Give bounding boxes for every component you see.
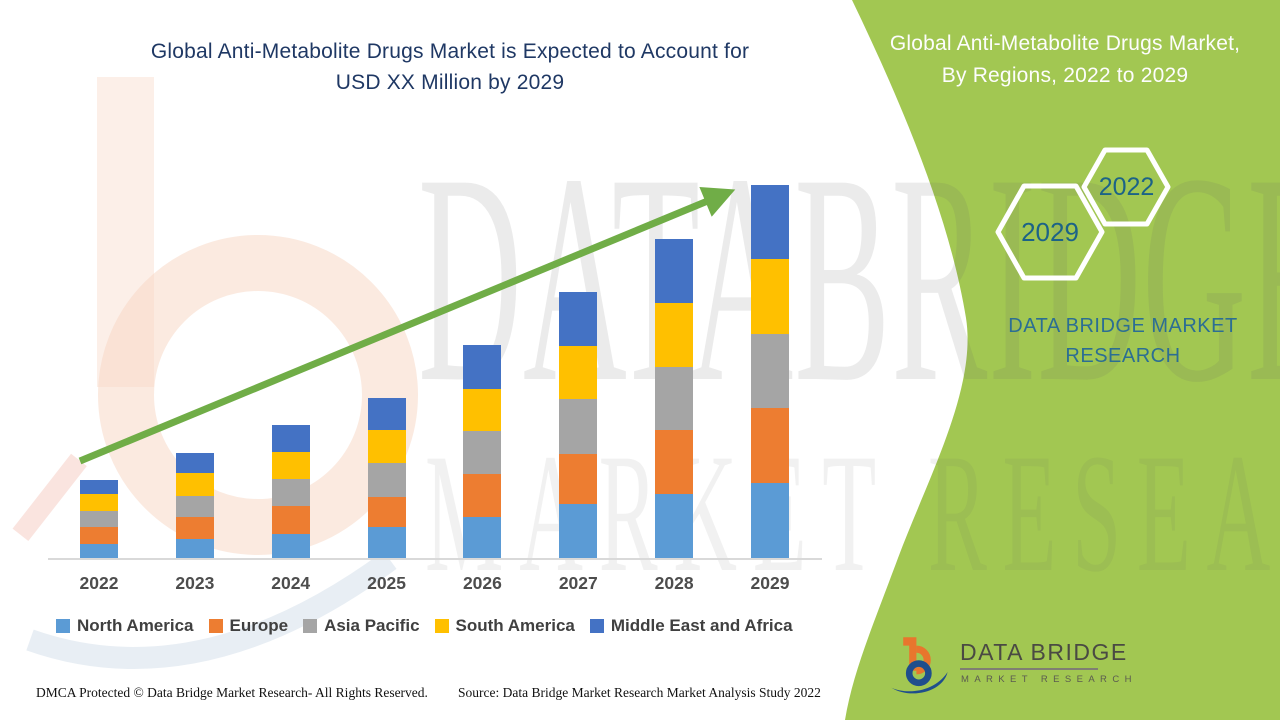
legend-item: North America: [56, 616, 194, 636]
x-axis-line: [48, 558, 822, 560]
legend-label: North America: [77, 616, 194, 635]
legend-label: Asia Pacific: [324, 616, 420, 635]
bar-segment: [559, 454, 598, 504]
source-note: Source: Data Bridge Market Research Mark…: [458, 685, 821, 700]
bar-segment: [175, 496, 214, 517]
bar-segment: [271, 506, 310, 534]
dmca-notice: DMCA Protected © Data Bridge Market Rese…: [36, 685, 428, 700]
badge-year-2029: 2029: [1021, 217, 1079, 247]
legend-item: Asia Pacific: [303, 616, 420, 636]
bar-segment: [367, 463, 406, 497]
bar-segment: [559, 346, 598, 399]
bar-segment: [750, 408, 789, 483]
bar-segment: [463, 474, 502, 517]
bar-segment: [750, 259, 789, 334]
legend-swatch: [56, 619, 70, 633]
bar-segment: [463, 431, 502, 474]
logo-wordmark: DATA BRIDGE: [960, 639, 1128, 665]
bar-segment: [750, 483, 789, 559]
bar-segment: [463, 517, 502, 559]
org-name-line1: DATA BRIDGE MARKET: [1008, 315, 1238, 337]
bar-segment: [655, 430, 694, 494]
bar-segment: [367, 497, 406, 527]
bar-segment: [559, 399, 598, 454]
chart-title-line2: USD XX Million by 2029: [335, 71, 565, 94]
bar-segment: [80, 544, 118, 559]
bar-segment: [655, 494, 694, 559]
bar-segment: [750, 334, 789, 408]
bar-segment: [655, 303, 694, 367]
org-name: DATA BRIDGE MARKET RESEARCH: [992, 311, 1254, 371]
bar-segment: [80, 511, 118, 527]
org-name-line2: RESEARCH: [1065, 345, 1181, 367]
x-axis-label: 2026: [462, 573, 502, 593]
bar-segment: [655, 239, 694, 303]
legend-label: Middle East and Africa: [610, 616, 793, 635]
bar-segment: [80, 480, 118, 494]
bar-segment: [80, 527, 118, 544]
legend-item: Europe: [208, 616, 289, 636]
bar-segment: [175, 539, 214, 559]
badge-year-2022: 2022: [1098, 173, 1155, 201]
x-axis-label: 2022: [79, 573, 119, 593]
x-axis-label: 2029: [750, 573, 790, 593]
bar-segment: [463, 389, 502, 431]
x-axis-label: 2027: [558, 573, 598, 593]
banner-heading-line2: By Regions, 2022 to 2029: [941, 64, 1189, 87]
legend-swatch: [303, 619, 318, 633]
x-axis-label: 2025: [367, 573, 407, 593]
x-axis-label: 2024: [271, 573, 311, 593]
logo-underline: [960, 668, 1098, 670]
bar-segment: [175, 517, 214, 539]
legend-swatch: [589, 619, 604, 633]
legend-label: Europe: [229, 616, 289, 635]
bar-segment: [559, 292, 598, 346]
x-axis-label: 2023: [175, 573, 215, 593]
legend-swatch: [208, 619, 223, 633]
legend-item: South America: [434, 616, 575, 636]
legend-swatch: [434, 619, 449, 633]
banner-heading-line1: Global Anti-Metabolite Drugs Market,: [889, 32, 1241, 55]
logo-subtitle: MARKET RESEARCH: [961, 674, 1137, 685]
bar-segment: [80, 494, 118, 511]
chart-title-line1: Global Anti-Metabolite Drugs Market is E…: [150, 40, 750, 63]
x-axis-label: 2028: [654, 573, 694, 593]
bar-segment: [367, 527, 406, 559]
bar-segment: [750, 185, 789, 259]
chart-title: Global Anti-Metabolite Drugs Market is E…: [100, 36, 800, 98]
legend-label: South America: [455, 616, 575, 635]
legend-item: Middle East and Africa: [589, 616, 793, 636]
banner-heading: Global Anti-Metabolite Drugs Market, By …: [858, 28, 1272, 92]
bar-segment: [463, 345, 502, 389]
chart-legend: North America Europe Asia Pacific South Ame…: [56, 616, 808, 636]
bar-segment: [271, 479, 310, 506]
bar-segment: [559, 504, 598, 559]
bar-segment: [271, 534, 310, 559]
bar-segment: [271, 425, 310, 452]
bar-segment: [175, 453, 214, 473]
bar-segment: [271, 452, 310, 479]
bar-segment: [367, 430, 406, 463]
bar-segment: [367, 398, 406, 430]
bar-segment: [175, 473, 214, 496]
bar-segment: [655, 367, 694, 430]
